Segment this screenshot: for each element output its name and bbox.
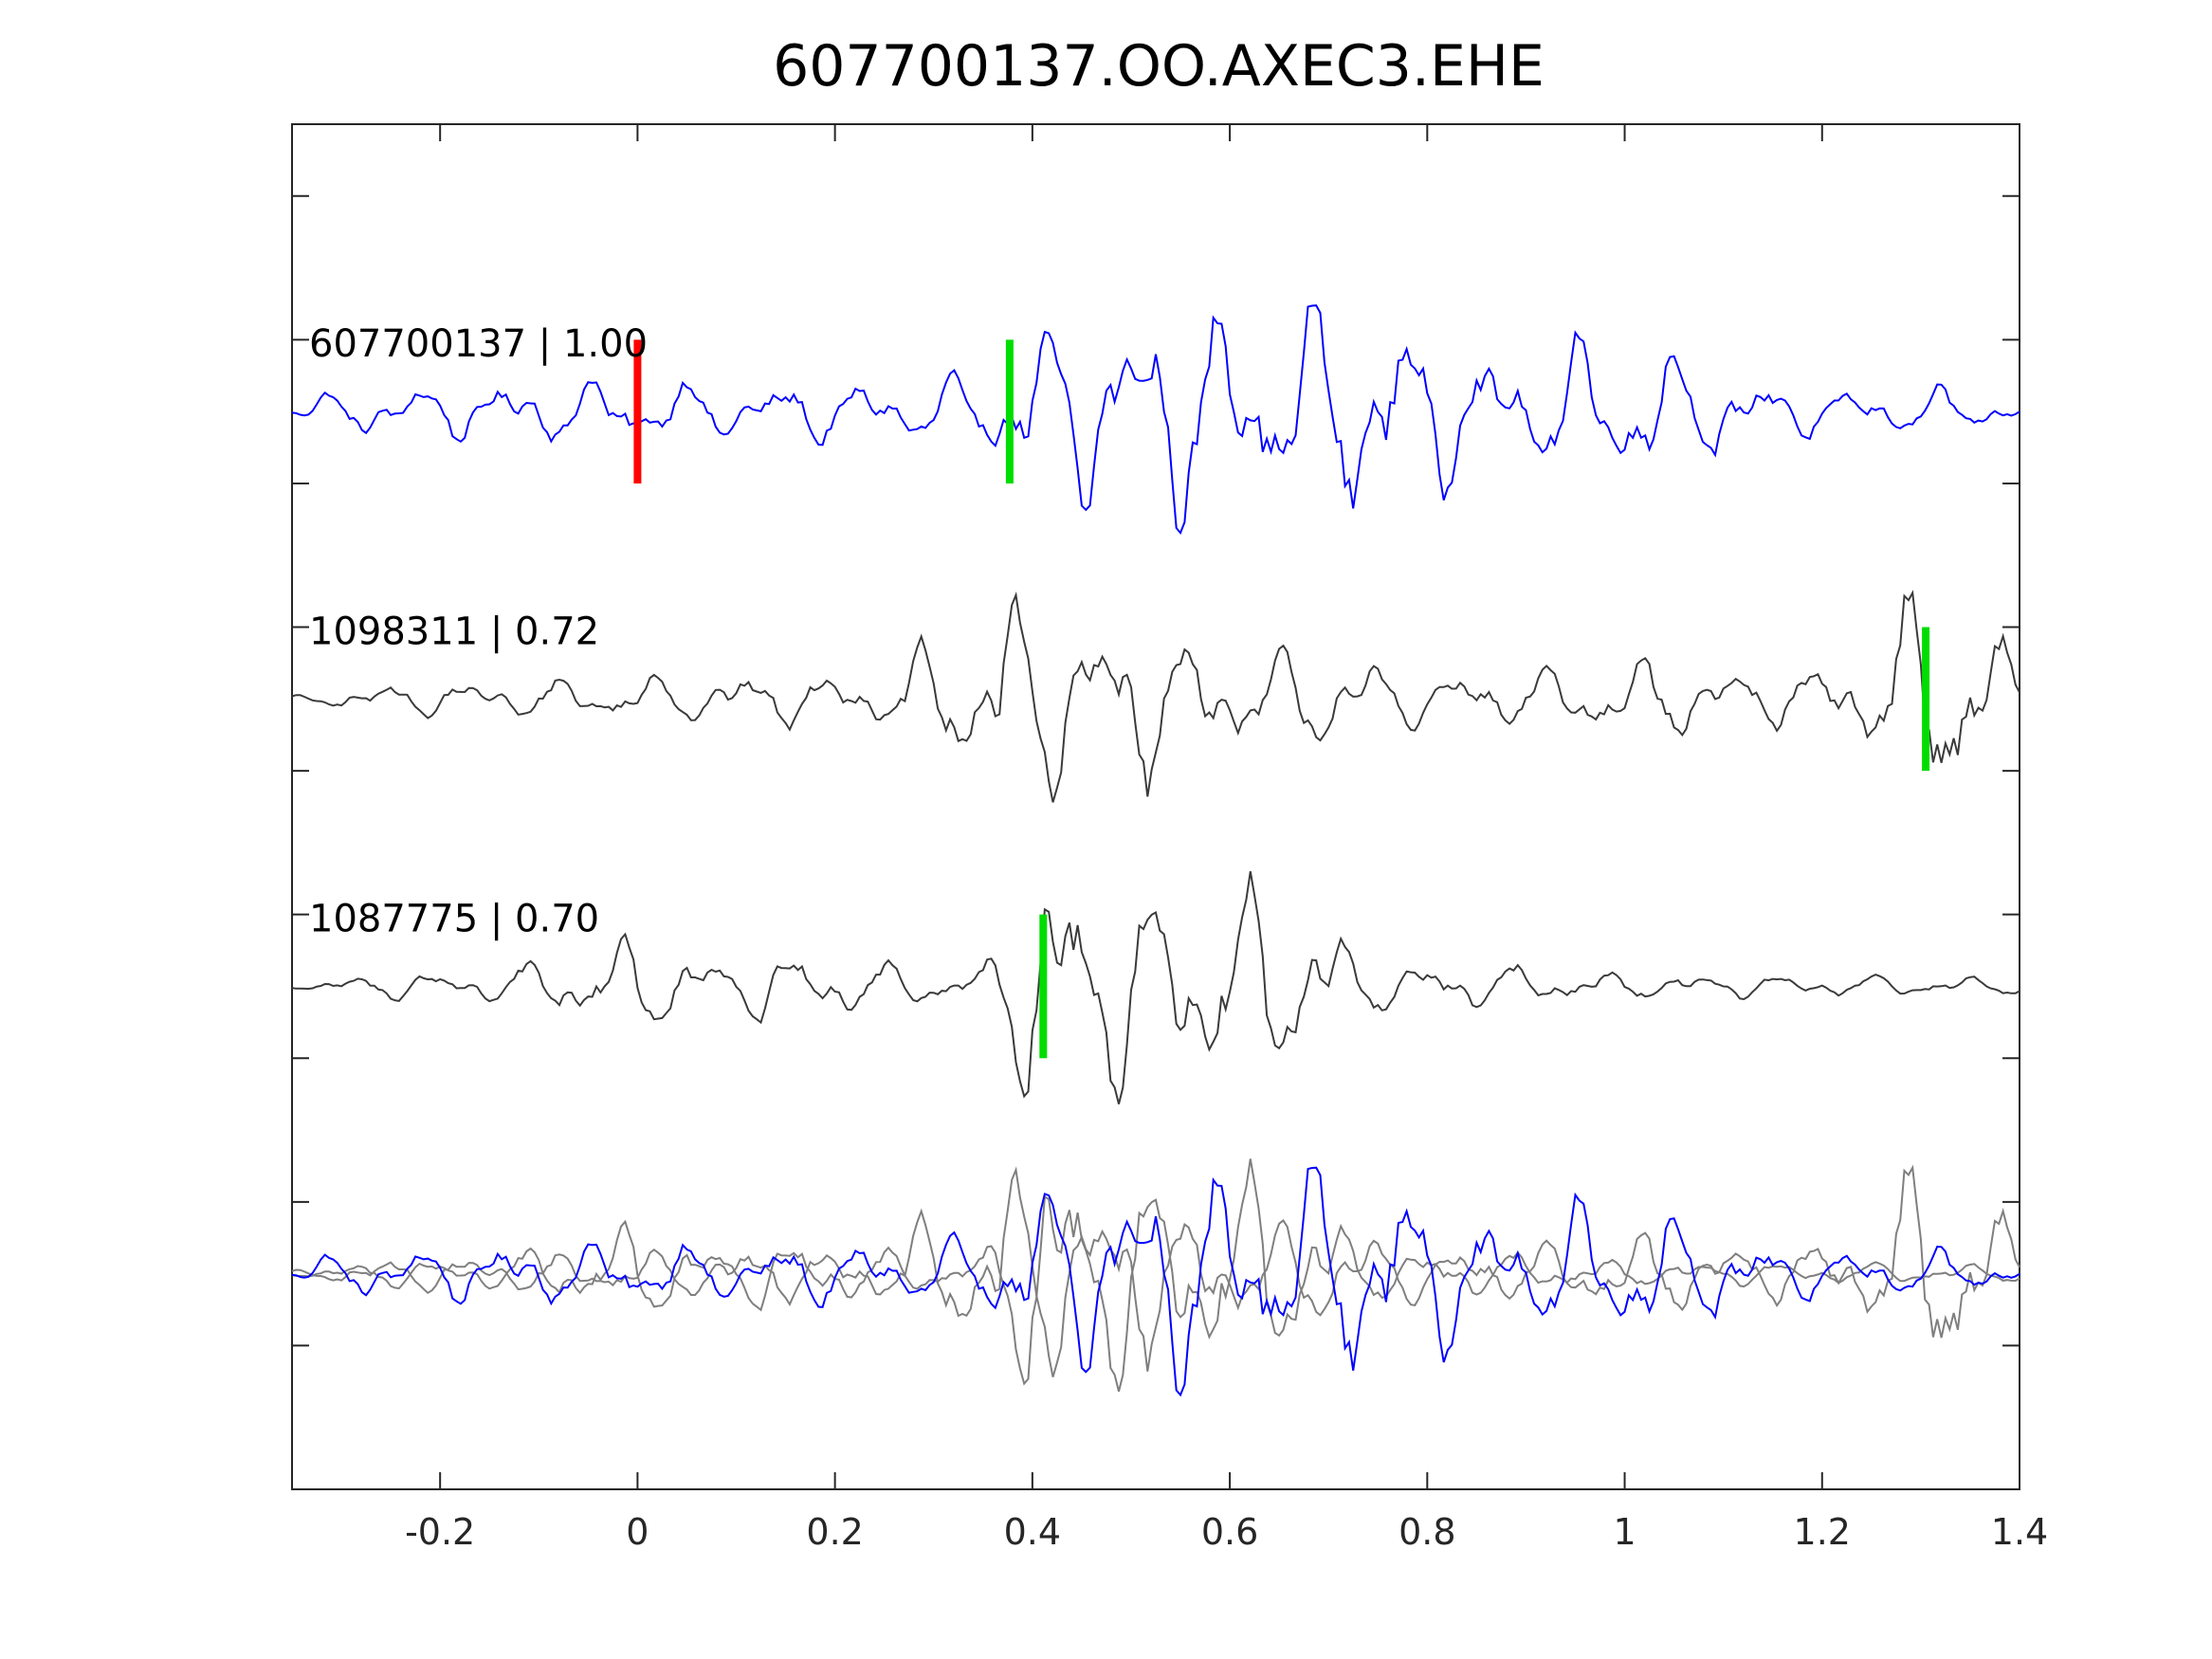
x-tick-label: -0.2 [405,1511,475,1553]
x-tick-label: 1 [1613,1511,1636,1553]
x-tick-label: 0.4 [1004,1511,1061,1553]
trace-waveform [291,304,2020,536]
trace-labels: 607700137 | 1.00 1098311 | 0.72 1087775 | … [309,322,648,940]
x-tick-label: 1.4 [1991,1511,2048,1553]
phase-picks [633,339,1930,1059]
overlay-waveform [291,1158,2020,1393]
x-tick-label: 0 [626,1511,649,1553]
x-tick-label: 0.6 [1201,1511,1258,1553]
trace-label: 1087775 | 0.70 [309,897,599,940]
trace-label: 1098311 | 0.72 [309,610,599,653]
axis-ticks: -0.2 0 0.2 0.4 0.6 0.8 1 1.2 1.4 [292,124,2048,1553]
x-tick-label: 0.2 [806,1511,863,1553]
trace-label: 607700137 | 1.00 [309,322,648,366]
seismogram-traces [291,304,2020,1397]
overlay-waveform [291,1164,2020,1377]
overlay-waveform [291,1166,2020,1397]
x-tick-label: 1.2 [1794,1511,1851,1553]
plot-area-frame [291,123,2020,1490]
x-tick-label: 0.8 [1398,1511,1455,1553]
trace-waveform [291,871,2020,1104]
trace-waveform [291,590,2020,803]
chart-title: 607700137.OO.AXEC3.EHE [773,33,1545,100]
